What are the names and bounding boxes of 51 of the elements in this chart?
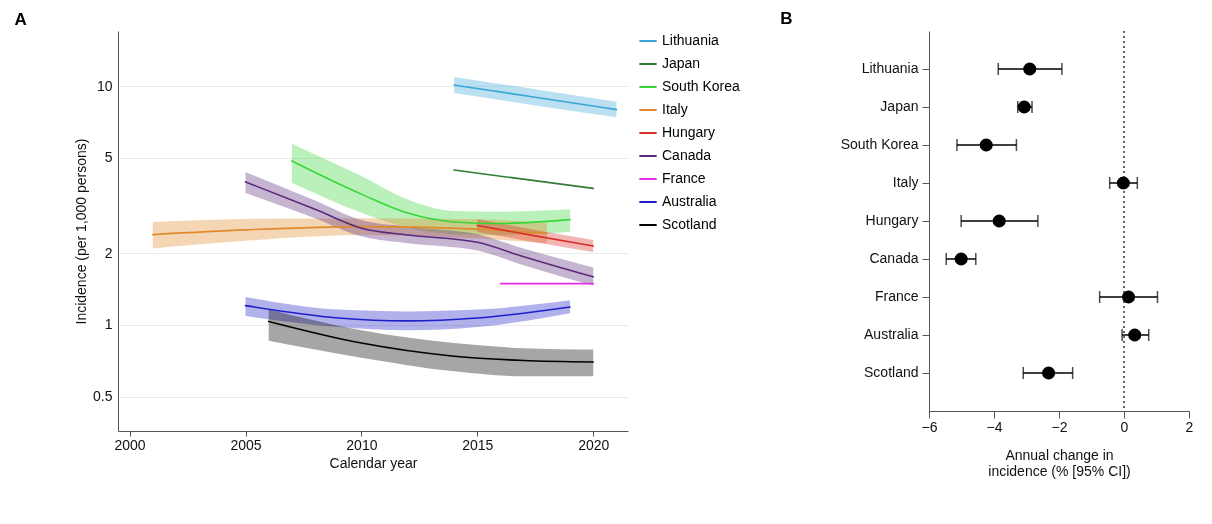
x-axis-title: Calendar year (329, 454, 418, 471)
y-tick-label: 0.5 (93, 388, 113, 405)
y-tick-label: Hungary (865, 212, 919, 228)
point (1116, 176, 1130, 190)
y-tick-label: Lithuania (861, 60, 919, 76)
legend-label: Scotland (662, 216, 717, 232)
legend-label: Lithuania (662, 32, 720, 48)
x-tick-label: −6 (921, 418, 938, 435)
x-tick-label: 0 (1120, 418, 1129, 435)
line-series (151, 225, 548, 236)
line-series (244, 304, 571, 322)
y-tick-label: 5 (104, 149, 113, 166)
point (979, 138, 993, 152)
y-axis-title: Incidence (per 1,000 persons) (73, 138, 90, 325)
legend-label: France (662, 170, 706, 186)
y-tick-label: Australia (864, 326, 919, 342)
legend-label: Australia (662, 193, 717, 209)
point (1042, 366, 1056, 380)
y-tick-label: South Korea (840, 136, 919, 152)
legend-label: Italy (662, 101, 688, 117)
x-tick-label: 2015 (462, 436, 494, 453)
point (1023, 62, 1037, 76)
point (1122, 290, 1136, 304)
y-tick-label: France (874, 288, 919, 304)
line-series (291, 160, 571, 225)
x-tick-label: −2 (1051, 418, 1068, 435)
y-tick-label: Italy (892, 174, 919, 190)
point (992, 214, 1006, 228)
x-tick-label: 2020 (578, 436, 610, 453)
line-series (244, 181, 595, 278)
legend-label: Japan (662, 55, 701, 71)
y-tick-label: Scotland (864, 364, 919, 380)
x-axis-title: Annual change in incidence (% [95% CI]) (988, 446, 1131, 479)
y-tick-label: 10 (96, 77, 113, 94)
y-tick-label: 1 (104, 316, 113, 333)
legend-label: Canada (662, 147, 712, 163)
legend-label: Hungary (662, 124, 715, 140)
text: B (780, 9, 793, 29)
x-tick-label: 2 (1185, 418, 1194, 435)
x-tick-label: 2005 (230, 436, 262, 453)
point (954, 252, 968, 266)
x-tick-label: 2000 (114, 436, 146, 453)
x-tick-label: 2010 (346, 436, 378, 453)
line-series (267, 320, 595, 363)
y-tick-label: Canada (869, 250, 919, 266)
legend-label: South Korea (662, 78, 741, 94)
y-tick-label: 2 (104, 244, 113, 261)
chart-title: A (14, 10, 27, 29)
point (1128, 328, 1142, 342)
x-tick-label: −4 (986, 418, 1003, 435)
y-tick-label: Japan (880, 98, 919, 114)
